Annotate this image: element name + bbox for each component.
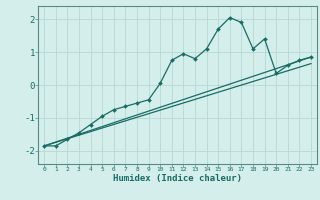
X-axis label: Humidex (Indice chaleur): Humidex (Indice chaleur) — [113, 174, 242, 183]
